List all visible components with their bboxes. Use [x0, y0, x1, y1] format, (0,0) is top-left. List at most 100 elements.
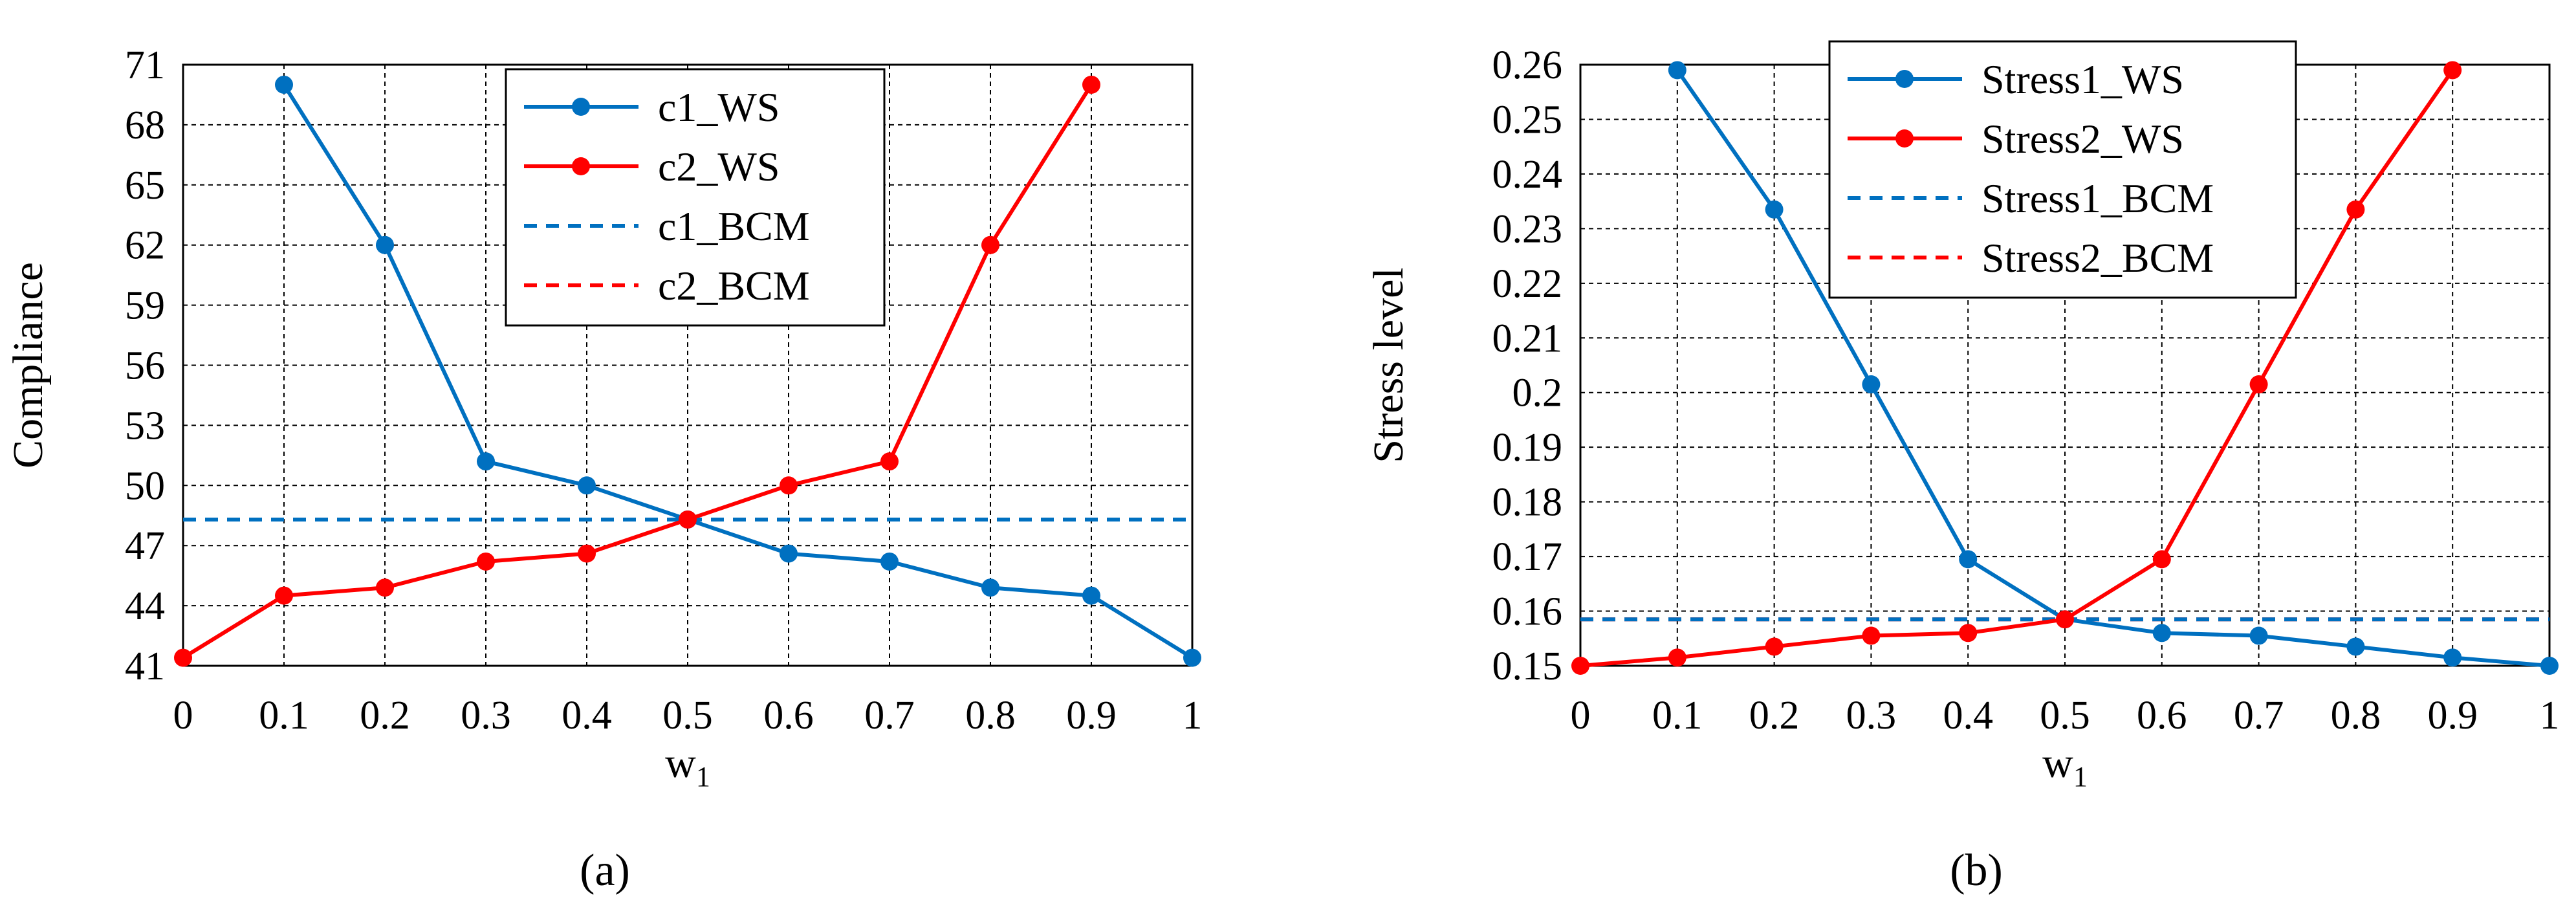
y-tick-label: 47 [125, 524, 165, 568]
x-tick-label: 0.5 [2040, 694, 2090, 738]
legend-label-c2-ws: c2_WS [658, 144, 780, 190]
panel-label-a: (a) [580, 846, 630, 895]
y-tick-label: 44 [125, 584, 165, 628]
legend-box [505, 68, 886, 327]
data-point-c1-ws [981, 578, 999, 597]
legend-marker-stress2-ws [1895, 129, 1914, 148]
x-tick-label: 0.7 [2234, 694, 2284, 738]
y-axis-title: Stress level [1365, 267, 1412, 463]
y-tick-label: 71 [125, 43, 165, 87]
data-point-c2-ws [679, 510, 697, 529]
x-tick-label: 0.7 [864, 694, 915, 738]
data-point-c2-ws [578, 544, 596, 563]
data-point-stress2-ws [1959, 624, 1978, 642]
data-point-stress2-ws [2152, 550, 2171, 569]
x-tick-label: 0.9 [2427, 694, 2478, 738]
data-point-stress2-ws [1862, 626, 1881, 645]
y-tick-label: 50 [125, 464, 165, 508]
x-tick-label: 0.2 [360, 694, 410, 738]
data-point-c1-ws [376, 236, 394, 254]
y-tick-label: 68 [125, 104, 165, 148]
data-point-stress1-ws [2540, 657, 2559, 675]
x-tick-label: 0.9 [1066, 694, 1117, 738]
data-point-c1-ws [880, 552, 899, 571]
x-axis-title-subscript: 1 [696, 761, 710, 793]
data-point-stress1-ws [2249, 626, 2268, 645]
data-point-c1-ws [578, 476, 596, 495]
y-tick-label: 0.23 [1492, 207, 1563, 251]
data-point-stress2-ws [1668, 648, 1686, 667]
y-tick-label: 56 [125, 344, 165, 388]
data-point-c1-ws [477, 452, 495, 471]
data-point-c1-ws [1183, 648, 1201, 667]
x-axis-title-base: w [665, 740, 696, 787]
data-point-stress2-ws [2346, 200, 2365, 219]
legend-label-c1-ws: c1_WS [658, 84, 780, 130]
data-point-stress1-ws [1668, 61, 1686, 80]
y-axis-title: Compliance [5, 262, 52, 468]
x-tick-label: 0.5 [662, 694, 713, 738]
y-tick-label: 59 [125, 284, 165, 328]
data-point-stress1-ws [1959, 550, 1978, 569]
legend-label-stress1-ws: Stress1_WS [1981, 56, 2184, 102]
x-axis-title-base: w [2042, 740, 2073, 787]
y-tick-label: 53 [125, 404, 165, 448]
x-tick-label: 0.3 [461, 694, 511, 738]
data-point-c2-ws [376, 578, 394, 597]
data-point-c2-ws [1082, 75, 1100, 94]
data-point-c1-ws [780, 544, 798, 563]
x-tick-label: 1 [2540, 694, 2560, 738]
legend-marker-c1-ws [572, 98, 590, 116]
series-line-c2-ws [182, 83, 1093, 660]
x-tick-label: 0.1 [259, 694, 309, 738]
y-tick-label: 0.21 [1492, 316, 1563, 360]
data-point-stress2-ws [1765, 637, 1784, 656]
x-tick-label: 0.2 [1749, 694, 1800, 738]
data-point-stress1-ws [2152, 624, 2171, 642]
y-tick-label: 0.17 [1492, 535, 1563, 579]
data-point-c1-ws [1082, 586, 1100, 605]
series-line-stress1-ws [1675, 69, 2550, 668]
x-tick-label: 0.4 [562, 694, 612, 738]
legend-label-stress2-ws: Stress2_WS [1981, 116, 2184, 162]
data-point-stress2-ws [2249, 375, 2268, 394]
y-tick-label: 0.25 [1492, 98, 1563, 142]
legend-label-stress2-bcm: Stress2_BCM [1981, 235, 2214, 281]
data-point-stress1-ws [2443, 648, 2462, 667]
x-tick-label: 1 [1183, 694, 1203, 738]
y-tick-label: 65 [125, 164, 165, 208]
data-point-stress2-ws [2443, 61, 2462, 80]
y-tick-label: 0.24 [1492, 153, 1563, 197]
legend-label-c1-bcm: c1_BCM [658, 203, 810, 249]
x-tick-label: 0.8 [965, 694, 1016, 738]
chart-panel-b: 0 0.1 0.2 0.3 0.4 0.5 0.6 0.7 0.8 0.9 1 0.15 0.16 0.1… [1365, 40, 2560, 793]
y-tick-label: 0.16 [1492, 590, 1563, 634]
data-point-c2-ws [780, 476, 798, 495]
data-point-stress1-ws [1862, 375, 1881, 394]
panel-label-b: (b) [1950, 846, 2003, 895]
x-tick-label: 0 [1571, 694, 1591, 738]
y-tick-label: 0.22 [1492, 262, 1563, 306]
series-line-stress2-ws [1580, 69, 2454, 668]
y-tick-label: 0.18 [1492, 481, 1563, 525]
legend-label-c2-bcm: c2_BCM [658, 263, 810, 309]
x-tick-label: 0.3 [1846, 694, 1897, 738]
y-tick-label: 0.26 [1492, 43, 1563, 87]
data-point-c2-ws [981, 236, 999, 254]
data-point-c2-ws [880, 452, 899, 471]
y-tick-label: 0.15 [1492, 644, 1563, 688]
y-tick-label: 41 [125, 644, 165, 688]
x-axis-title-subscript: 1 [2073, 761, 2088, 793]
x-tick-label: 0 [173, 694, 193, 738]
data-point-stress2-ws [2056, 610, 2074, 629]
x-tick-label: 0.1 [1652, 694, 1703, 738]
data-point-stress1-ws [2346, 637, 2365, 656]
legend-label-stress1-bcm: Stress1_BCM [1981, 175, 2214, 221]
series-line-c1-ws [282, 83, 1194, 660]
legend-marker-c2-ws [572, 157, 590, 175]
y-tick-label: 0.2 [1512, 371, 1563, 415]
y-tick-label: 62 [125, 224, 165, 268]
chart-panel-a: 0 0.1 0.2 0.3 0.4 0.5 0.6 0.7 0.8 0.9 1 41 44 47 50 53 5… [5, 43, 1203, 793]
data-point-c2-ws [275, 586, 293, 605]
